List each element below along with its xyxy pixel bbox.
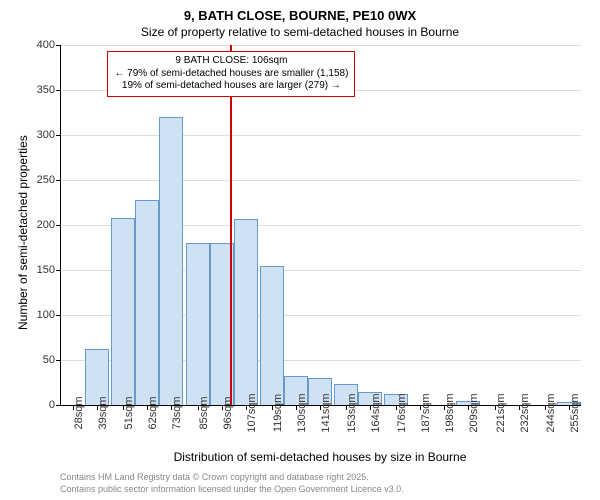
x-tick-label: 255sqm [569,393,581,432]
gridline [61,180,581,181]
x-tick-label: 28sqm [73,396,85,429]
annotation-line-2: ← 79% of semi-detached houses are smalle… [114,68,348,81]
x-tick-label: 85sqm [198,396,210,429]
x-tick-label: 153sqm [346,393,358,432]
gridline [61,135,581,136]
y-tick-label: 0 [19,399,55,411]
histogram-bar [260,266,284,406]
y-tick-label: 400 [19,39,55,51]
y-tick-label: 350 [19,84,55,96]
y-tick-mark [56,315,61,316]
y-tick-mark [56,360,61,361]
x-tick-label: 244sqm [545,393,557,432]
chart-container: 9, BATH CLOSE, BOURNE, PE10 0WX Size of … [0,0,600,500]
y-tick-mark [56,45,61,46]
chart-subtitle: Size of property relative to semi-detach… [0,25,600,39]
y-tick-mark [56,270,61,271]
reference-line [230,45,232,405]
y-tick-mark [56,90,61,91]
x-tick-label: 119sqm [272,394,284,432]
x-axis-label: Distribution of semi-detached houses by … [60,450,580,464]
attribution-text: Contains HM Land Registry data © Crown c… [60,472,404,495]
attribution-line-2: Contains public sector information licen… [60,484,404,496]
histogram-bar [111,218,135,405]
histogram-bar [186,243,210,405]
histogram-bar [159,117,183,405]
x-tick-label: 141sqm [320,393,332,432]
x-tick-label: 39sqm [97,396,109,429]
attribution-line-1: Contains HM Land Registry data © Crown c… [60,472,404,484]
gridline [61,45,581,46]
y-tick-mark [56,405,61,406]
x-tick-label: 232sqm [519,393,531,432]
y-tick-mark [56,135,61,136]
x-tick-label: 62sqm [147,396,159,429]
y-axis-label: Number of semi-detached properties [16,135,30,330]
histogram-bar [234,219,258,405]
x-tick-label: 51sqm [123,396,135,429]
x-tick-label: 198sqm [444,393,456,432]
x-tick-label: 107sqm [246,393,258,432]
y-tick-label: 50 [19,354,55,366]
x-tick-label: 209sqm [468,393,480,432]
y-tick-mark [56,180,61,181]
plot-area: 05010015020025030035040028sqm39sqm51sqm6… [60,45,581,406]
annotation-box: 9 BATH CLOSE: 106sqm← 79% of semi-detach… [107,51,355,97]
x-tick-label: 73sqm [171,396,183,429]
x-tick-label: 176sqm [396,393,408,432]
x-tick-label: 187sqm [420,393,432,432]
annotation-line-3: 19% of semi-detached houses are larger (… [114,80,348,93]
annotation-line-1: 9 BATH CLOSE: 106sqm [114,55,348,68]
chart-title: 9, BATH CLOSE, BOURNE, PE10 0WX [0,8,600,23]
x-tick-label: 221sqm [495,393,507,432]
x-tick-label: 130sqm [296,393,308,432]
title-block: 9, BATH CLOSE, BOURNE, PE10 0WX Size of … [0,8,600,39]
y-tick-mark [56,225,61,226]
x-tick-label: 164sqm [370,393,382,432]
histogram-bar [135,200,159,405]
